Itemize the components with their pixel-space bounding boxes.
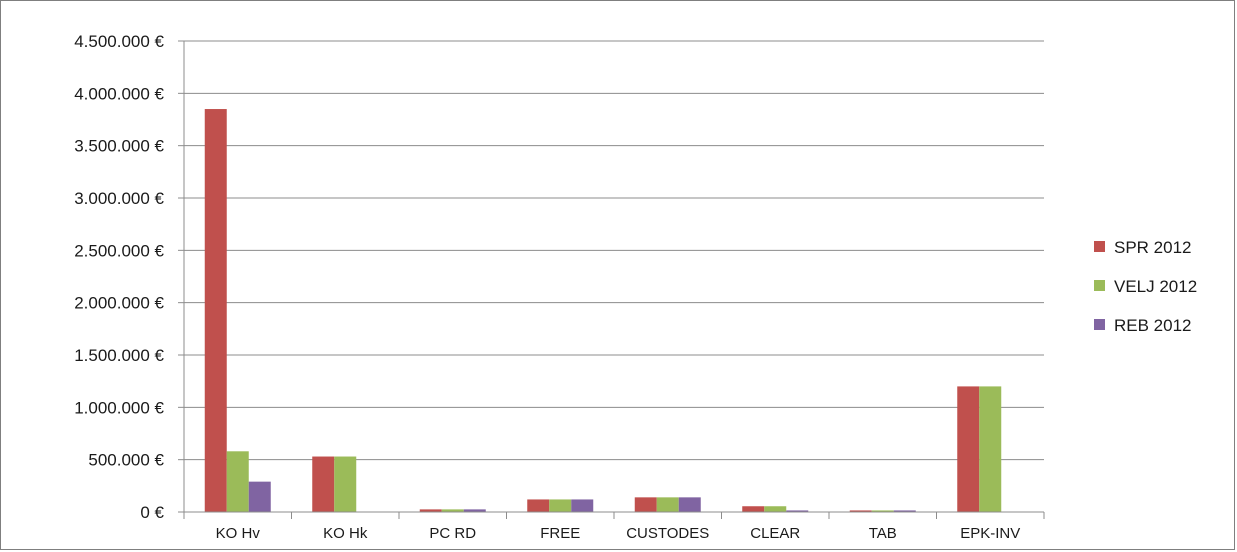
y-tick-label: 2.500.000 € <box>74 241 164 260</box>
y-tick-label: 1.500.000 € <box>74 346 164 365</box>
x-category-label: KO Hv <box>216 525 261 542</box>
bar-velj-2012-clear <box>764 506 787 512</box>
legend-label: VELJ 2012 <box>1114 277 1197 296</box>
x-category-label: TAB <box>869 525 897 542</box>
x-category-label: EPK-INV <box>960 525 1020 542</box>
bar-spr-2012-clear <box>742 506 765 512</box>
bar-spr-2012-pc rd <box>419 509 442 512</box>
bar-velj-2012-kohk <box>334 456 357 512</box>
y-tick-label: 3.500.000 € <box>74 137 164 156</box>
axes <box>178 40 1045 519</box>
bar-velj-2012-kohv <box>226 451 249 512</box>
legend-label: SPR 2012 <box>1114 238 1192 257</box>
y-tick-label: 2.000.000 € <box>74 294 164 313</box>
bar-spr-2012-epk-inv <box>957 386 980 512</box>
x-axis-category-labels: KO Hv KO Hk PC RD FREE CUSTODES CLEAR TAB EPK-I… <box>216 525 1021 542</box>
legend-swatch <box>1094 319 1105 330</box>
y-tick-label: 1.000.000 € <box>74 398 164 417</box>
legend-label: REB 2012 <box>1114 316 1192 335</box>
bar-spr-2012-free <box>527 499 550 512</box>
bar-reb-2012-tab <box>893 510 916 512</box>
legend-swatch <box>1094 280 1105 291</box>
y-axis-tick-labels: 0 € 500.000 € 1.000.000 € 1.500.000 € 2.000.… <box>74 32 164 522</box>
bar-spr-2012-kohk <box>312 456 335 512</box>
y-tick-label: 4.000.000 € <box>74 84 164 103</box>
bars <box>204 109 1002 513</box>
bar-spr-2012-custodes <box>634 497 657 512</box>
bar-velj-2012-custodes <box>656 497 679 512</box>
legend-swatch <box>1094 241 1105 252</box>
y-tick-label: 4.500.000 € <box>74 32 164 51</box>
y-tick-label: 500.000 € <box>88 451 164 470</box>
bar-velj-2012-tab <box>871 510 894 512</box>
bar-spr-2012-kohv <box>204 109 227 513</box>
bar-spr-2012-tab <box>849 510 872 512</box>
bar-reb-2012-pc rd <box>463 509 486 512</box>
gridlines <box>184 40 1044 461</box>
x-category-label: PC RD <box>429 525 476 542</box>
bar-reb-2012-free <box>571 499 594 512</box>
y-tick-label: 0 € <box>140 503 164 522</box>
bar-velj-2012-pc rd <box>441 509 464 512</box>
bar-velj-2012-epk-inv <box>979 386 1002 512</box>
x-category-label: CLEAR <box>750 525 800 542</box>
legend: SPR 2012 VELJ 2012 REB 2012 <box>1094 238 1197 335</box>
x-category-label: KO Hk <box>323 525 368 542</box>
bar-reb-2012-clear <box>786 510 809 512</box>
bar-velj-2012-free <box>549 499 572 512</box>
bar-reb-2012-custodes <box>678 497 701 512</box>
x-category-label: CUSTODES <box>626 525 709 542</box>
bar-reb-2012-kohv <box>248 481 271 512</box>
x-category-label: FREE <box>540 525 580 542</box>
y-tick-label: 3.000.000 € <box>74 189 164 208</box>
